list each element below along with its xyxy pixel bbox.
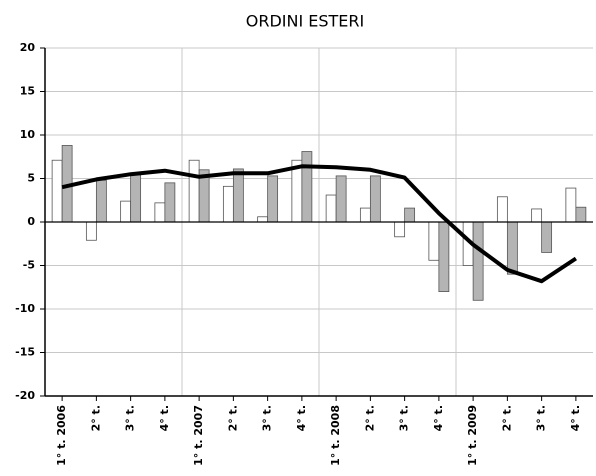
bar <box>369 175 381 223</box>
x-tick-label: 3° t. <box>261 405 274 431</box>
bar <box>120 200 132 223</box>
x-tick-label: 2° t. <box>226 405 239 431</box>
y-tick-label: -5 <box>23 259 35 272</box>
bar <box>565 187 577 223</box>
bar <box>257 216 269 223</box>
bar <box>325 194 337 223</box>
bar <box>359 207 371 223</box>
y-tick-label: 0 <box>27 215 35 228</box>
y-tick-label: -15 <box>15 346 35 359</box>
x-tick-label: 4° t. <box>432 405 445 431</box>
bar <box>394 221 406 238</box>
y-tick-label: 5 <box>27 172 35 185</box>
bar <box>222 185 234 223</box>
bar <box>506 221 518 275</box>
bar <box>95 179 107 223</box>
bar <box>335 175 347 223</box>
x-tick-label: 1° t. 2009 <box>466 405 479 466</box>
y-tick-label: 20 <box>20 41 36 54</box>
x-tick-label: 1° t. 2006 <box>55 405 68 466</box>
bar <box>404 207 416 223</box>
y-tick-label: -20 <box>15 389 35 402</box>
x-tick-label: 3° t. <box>124 405 137 431</box>
bar <box>164 182 176 223</box>
bar <box>130 174 142 223</box>
x-tick-label: 3° t. <box>398 405 411 431</box>
bar <box>188 159 200 223</box>
bar <box>267 175 279 223</box>
bar <box>301 151 313 223</box>
bar <box>531 208 543 223</box>
bar <box>428 221 440 261</box>
bar <box>51 159 63 223</box>
x-tick-label: 1° t. 2007 <box>192 405 205 466</box>
x-tick-label: 4° t. <box>569 405 582 431</box>
y-tick-label: -10 <box>15 302 35 315</box>
x-tick-label: 2° t. <box>500 405 513 431</box>
x-tick-label: 3° t. <box>535 405 548 431</box>
x-tick-label: 1° t. 2008 <box>329 405 342 466</box>
bar <box>496 196 508 223</box>
bar <box>541 221 553 253</box>
bar <box>575 206 587 223</box>
bar <box>154 202 166 223</box>
chart-title: ORDINI ESTERI <box>246 12 365 31</box>
x-tick-label: 4° t. <box>158 405 171 431</box>
x-tick-label: 2° t. <box>89 405 102 431</box>
x-tick-label: 2° t. <box>363 405 376 431</box>
y-tick-label: 10 <box>20 128 36 141</box>
bar <box>472 221 484 301</box>
bar <box>85 221 97 241</box>
bar <box>232 168 244 223</box>
line <box>61 164 578 284</box>
bar <box>438 221 450 292</box>
y-tick-label: 15 <box>20 85 35 98</box>
x-tick-label: 4° t. <box>295 405 308 431</box>
